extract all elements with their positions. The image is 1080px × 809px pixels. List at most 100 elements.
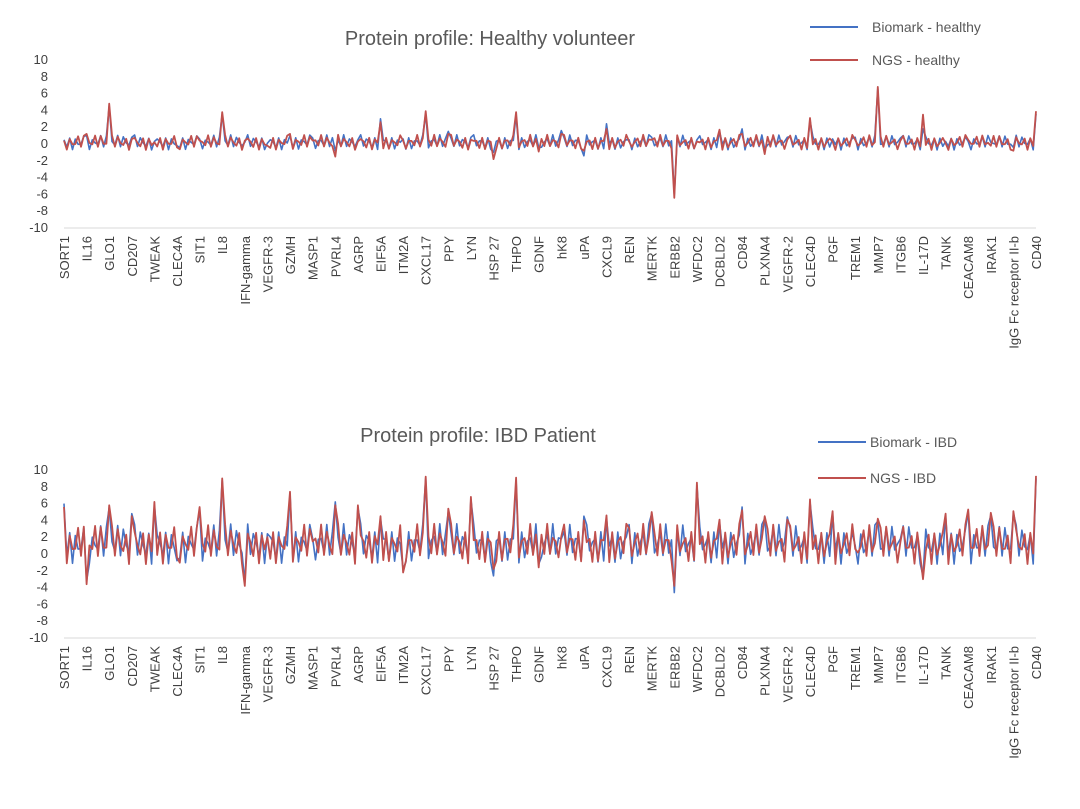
x-tick-label: EIF5A [373,646,388,682]
x-tick-label: TWEAK [147,646,162,693]
y-tick-label: -2 [36,153,48,168]
x-tick-label: ERBB2 [667,236,682,279]
x-tick-label: AGRP [351,236,366,273]
series-line-ngs [63,86,1037,199]
x-tick-label: PVRL4 [328,236,343,277]
x-tick-label: IFN-gamma [238,235,253,304]
x-tick-label: ITM2A [396,236,411,275]
x-tick-label: SORT1 [57,646,72,689]
x-tick-label: WFDC2 [690,236,705,282]
x-tick-label: IgG Fc receptor II-b [1006,646,1021,759]
legend: Biomark - healthy NGS - healthy [810,19,981,68]
x-tick-label: AGRP [351,646,366,683]
x-tick-label: CD84 [735,236,750,269]
y-tick-label: -10 [29,220,48,235]
x-tick-label: REN [622,646,637,673]
x-tick-label: CD40 [1029,646,1044,679]
legend-label-ngs: NGS - healthy [872,52,960,68]
x-tick-label: CLEC4A [170,646,185,697]
x-tick-label: ITGB6 [893,646,908,684]
x-tick-label: PLXNA4 [758,236,773,286]
y-tick-label: 0 [41,136,48,151]
x-tick-label: LYN [464,646,479,670]
x-axis-ticks: SORT1 IL16 GLO1 CD207 TWEAK CLEC4A SIT1 IL8 IFN-… [57,645,1044,758]
x-tick-label: uPA [577,646,592,670]
x-tick-label: REN [622,236,637,263]
x-tick-label: VEGFR-2 [780,646,795,702]
x-tick-label: GZMH [283,646,298,684]
y-tick-label: -10 [29,630,48,645]
x-tick-label: CD207 [125,646,140,686]
x-tick-label: PLXNA4 [758,646,773,696]
x-tick-label: CEACAM8 [961,236,976,299]
y-tick-label: 10 [34,52,48,67]
legend-label-biomark: Biomark - IBD [870,434,957,450]
series-line-ngs [63,475,1037,587]
y-tick-label: -6 [36,596,48,611]
y-tick-label: -6 [36,186,48,201]
y-tick-label: 2 [41,529,48,544]
x-tick-label: VEGFR-3 [260,646,275,702]
x-tick-label: TANK [939,236,954,270]
x-tick-label: IL16 [80,236,95,261]
x-tick-label: MMP7 [871,236,886,274]
x-tick-label: DCBLD2 [713,236,728,287]
x-tick-label: TANK [939,646,954,680]
x-tick-label: SIT1 [193,646,208,673]
x-tick-label: MMP7 [871,646,886,684]
x-tick-label: MASP1 [306,646,321,690]
x-tick-label: IL8 [215,236,230,254]
x-tick-label: MASP1 [306,236,321,280]
x-tick-label: TREM1 [848,646,863,690]
x-tick-label: CEACAM8 [961,646,976,709]
x-tick-label: HSP 27 [486,646,501,691]
x-tick-label: CXCL17 [419,646,434,695]
x-tick-label: TWEAK [147,236,162,283]
x-tick-label: PGF [826,646,841,673]
y-tick-label: 4 [41,102,48,117]
x-tick-label: uPA [577,236,592,260]
healthy-volunteer-chart: Protein profile: Healthy volunteer Bioma… [29,19,1044,349]
x-tick-label: CXCL9 [600,646,615,688]
x-tick-label: CLEC4D [803,646,818,697]
x-tick-label: CXCL17 [419,236,434,285]
x-tick-label: GDNF [532,646,547,683]
x-tick-label: IgG Fc receptor II-b [1006,236,1021,349]
series-lines [63,475,1037,594]
x-tick-label: LYN [464,236,479,260]
x-tick-label: CLEC4D [803,236,818,287]
series-lines [63,86,1037,199]
x-tick-label: IL16 [80,646,95,671]
x-tick-label: THPO [509,646,524,682]
x-tick-label: IRAK1 [984,646,999,684]
x-tick-label: VEGFR-3 [260,236,275,292]
x-tick-label: IRAK1 [984,236,999,274]
x-tick-label: PVRL4 [328,646,343,687]
y-tick-label: -4 [36,580,48,595]
x-tick-label: PPY [441,236,456,262]
y-tick-label: 8 [41,479,48,494]
x-tick-label: PGF [826,236,841,263]
x-tick-label: CD84 [735,646,750,679]
y-tick-label: 0 [41,546,48,561]
y-tick-label: 10 [34,462,48,477]
y-axis-ticks: 10 8 64 2 0 -2 -4-6 -8 -10 [29,462,48,645]
chart-title: Protein profile: Healthy volunteer [345,28,635,50]
y-tick-label: 6 [41,496,48,511]
chart-title: Protein profile: IBD Patient [360,425,596,447]
x-tick-label: hK8 [554,646,569,669]
y-tick-label: -2 [36,563,48,578]
x-tick-label: CD40 [1029,236,1044,269]
legend-label-biomark: Biomark - healthy [872,19,981,35]
x-tick-label: ITGB6 [893,236,908,274]
x-tick-label: IL-17D [916,236,931,275]
x-tick-label: GDNF [532,236,547,273]
x-tick-label: WFDC2 [690,646,705,692]
y-tick-label: -4 [36,170,48,185]
x-axis-ticks: SORT1 IL16 GLO1 CD207 TWEAK CLEC4A SIT1 IL8 IFN-… [57,235,1044,348]
legend-label-ngs: NGS - IBD [870,470,936,486]
x-tick-label: IL8 [215,646,230,664]
x-tick-label: CLEC4A [170,236,185,287]
x-tick-label: TREM1 [848,236,863,280]
